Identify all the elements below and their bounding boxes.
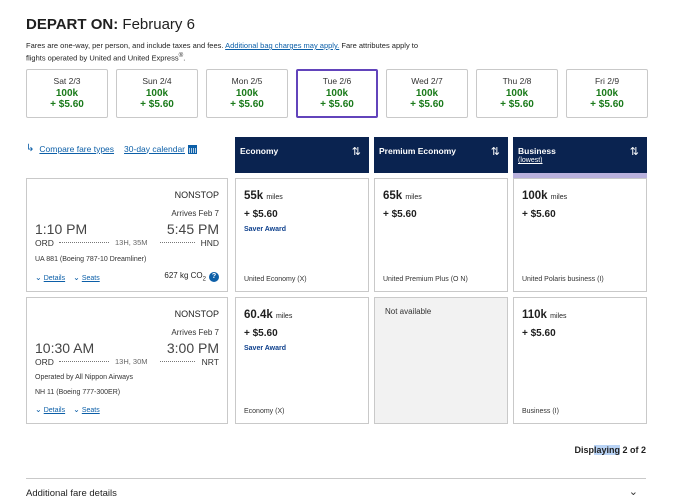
duration: 13H, 35M [115,238,148,247]
departure-time: 1:10 PM [35,221,88,237]
chevron-down-icon: ⌄ [73,405,80,414]
flight-info: NH 11 (Boeing 777-300ER) [35,389,121,396]
fare-cell-economy-1[interactable]: 55k miles + $5.60 Saver Award United Eco… [235,178,369,292]
route-line [59,361,109,362]
bag-charges-link[interactable]: Additional bag charges may apply. [225,41,340,50]
date-card-thu-2-8[interactable]: Thu 2/8 100k + $5.60 [476,69,558,118]
date-card-fri-2-9[interactable]: Fri 2/9 100k + $5.60 [566,69,648,118]
not-available-label: Not available [385,307,432,316]
fare-cell-business-1[interactable]: 100k miles + $5.60 United Polaris busine… [513,178,647,292]
fare-cell-premium-1[interactable]: 65k miles + $5.60 United Premium Plus (O… [374,178,508,292]
details-toggle[interactable]: ⌄ Details [35,405,66,414]
saver-award-badge: Saver Award [244,345,287,352]
flight-actions: ⌄ Details ⌄ Seats [35,405,100,414]
results-count: Displaying 2 of 2 [574,445,646,455]
calendar-link[interactable]: 30-day calendar [124,143,186,154]
route-line [160,361,195,362]
divider [26,478,646,479]
chevron-down-icon[interactable]: ⌄ [628,486,638,498]
compare-arrows-icon: ↳ [26,143,35,154]
sort-icon[interactable]: ⇅ [351,146,361,158]
help-icon[interactable]: ? [209,271,219,282]
chevron-down-icon: ⌄ [35,405,42,414]
arrival-time: 3:00 PM [166,340,219,356]
fare-links: ↳ Compare fare types 30-day calendar [26,143,198,154]
arrival-time: 5:45 PM [166,221,219,237]
compare-fare-types-link[interactable]: Compare fare types [39,143,115,154]
route-line [59,242,109,243]
fare-notice: Fares are one-way, per person, and inclu… [26,41,419,63]
fare-cell-premium-2: Not available [374,297,508,424]
seats-toggle[interactable]: ⌄ Seats [73,405,100,414]
date-card-mon-2-5[interactable]: Mon 2/5 100k + $5.60 [206,69,288,118]
additional-fare-details-toggle[interactable]: Additional fare details [26,488,117,499]
duration: 13H, 30M [115,357,148,366]
destination-code: HND [200,238,219,248]
column-header-business[interactable]: Business (lowest) ⇅ [513,137,647,173]
departure-time: 10:30 AM [35,340,95,356]
operator-info: Operated by All Nippon Airways [35,374,134,381]
origin-code: ORD [35,238,54,248]
nonstop-label: NONSTOP [174,309,219,319]
flight-info: UA 881 (Boeing 787-10 Dreamliner) [35,256,147,263]
date-card-wed-2-7[interactable]: Wed 2/7 100k + $5.60 [386,69,468,118]
saver-award-badge: Saver Award [244,226,287,233]
date-selector: Sat 2/3 100k + $5.60 Sun 2/4 100k + $5.60 Mo… [26,69,648,118]
flight-card-ua881[interactable]: NONSTOP Arrives Feb 7 1:10 PM 5:45 PM OR… [26,178,228,292]
flight-card-nh11[interactable]: NONSTOP Arrives Feb 7 10:30 AM 3:00 PM O… [26,297,228,424]
page-title: DEPART ON: February 6 [26,16,195,33]
date-card-tue-2-6-selected[interactable]: Tue 2/6 100k + $5.60 [296,69,378,118]
arrival-date: Arrives Feb 7 [171,209,219,218]
chevron-down-icon: ⌄ [35,273,42,282]
details-toggle[interactable]: ⌄ Details [35,273,66,282]
sort-icon[interactable]: ⇅ [490,146,500,158]
fare-cell-business-2[interactable]: 110k miles + $5.60 Business (I) [513,297,647,424]
route-line [160,242,195,243]
co2-emissions: 627 kg CO2 ? [164,271,219,283]
business-accent-bar [513,173,647,178]
destination-code: NRT [201,357,219,367]
calendar-icon [188,145,198,154]
column-header-economy[interactable]: Economy ⇅ [235,137,369,173]
date-card-sat-2-3[interactable]: Sat 2/3 100k + $5.60 [26,69,108,118]
arrival-date: Arrives Feb 7 [171,328,219,337]
fare-cell-economy-2[interactable]: 60.4k miles + $5.60 Saver Award Economy … [235,297,369,424]
column-header-premium-economy[interactable]: Premium Economy ⇅ [374,137,508,173]
seats-toggle[interactable]: ⌄ Seats [73,273,100,282]
origin-code: ORD [35,357,54,367]
nonstop-label: NONSTOP [174,190,219,200]
flight-actions: ⌄ Details ⌄ Seats [35,273,100,282]
sort-icon[interactable]: ⇅ [629,146,639,158]
chevron-down-icon: ⌄ [73,273,80,282]
date-card-sun-2-4[interactable]: Sun 2/4 100k + $5.60 [116,69,198,118]
